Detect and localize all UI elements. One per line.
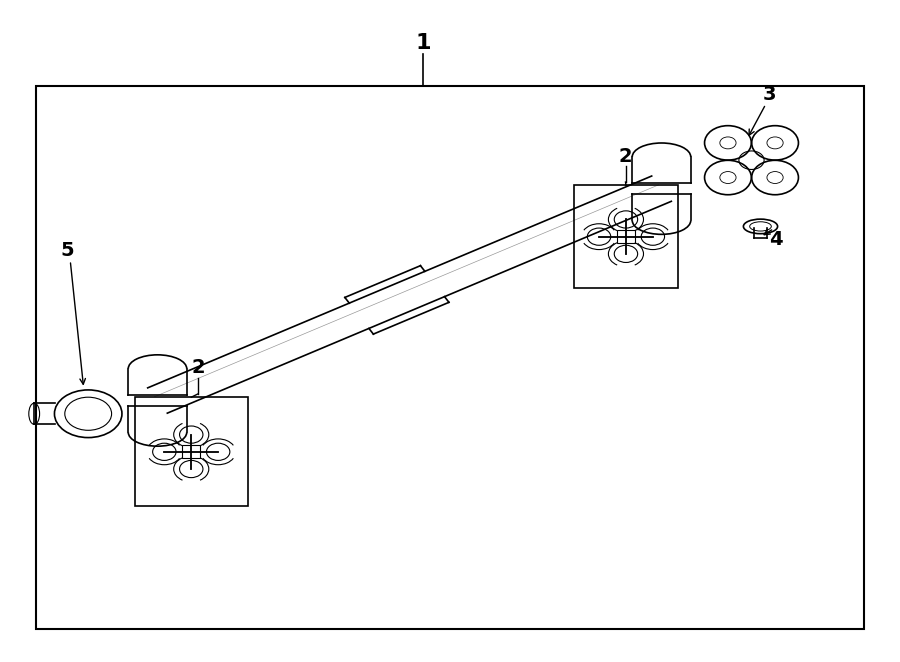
Text: 4: 4 [769,230,783,249]
Text: 3: 3 [763,85,776,103]
Text: 2: 2 [618,146,633,166]
Bar [183,446,200,458]
Bar [617,230,634,243]
Bar [36,86,864,629]
Text: 1: 1 [415,33,431,53]
Bar [135,397,248,506]
Text: 5: 5 [60,241,75,260]
Text: 2: 2 [191,358,205,377]
Bar [574,185,678,288]
